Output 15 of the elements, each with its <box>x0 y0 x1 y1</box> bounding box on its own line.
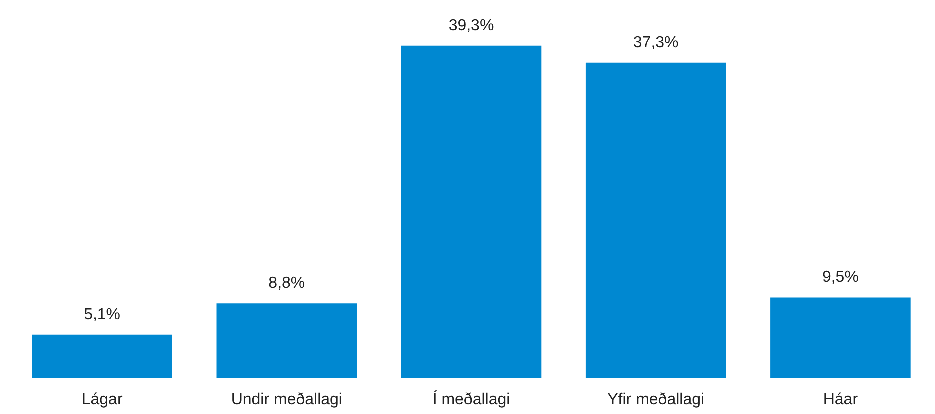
data-label: 8,8% <box>268 275 306 292</box>
data-label: 39,3% <box>448 17 494 34</box>
x-tick-label: Háar <box>823 392 859 408</box>
bar <box>32 334 172 378</box>
data-label: 9,5% <box>822 269 859 286</box>
data-label: 37,3% <box>633 34 679 52</box>
x-tick-label: Í meðallagi <box>432 390 510 408</box>
bar <box>401 46 542 378</box>
x-tick-label: Yfir meðallagi <box>608 392 705 408</box>
bar <box>216 304 358 378</box>
x-tick-label: Undir meðallagi <box>231 392 342 408</box>
bar <box>770 298 911 378</box>
x-tick-label: Lágar <box>82 392 124 408</box>
data-label: 5,1% <box>84 306 121 324</box>
bar <box>586 62 726 378</box>
